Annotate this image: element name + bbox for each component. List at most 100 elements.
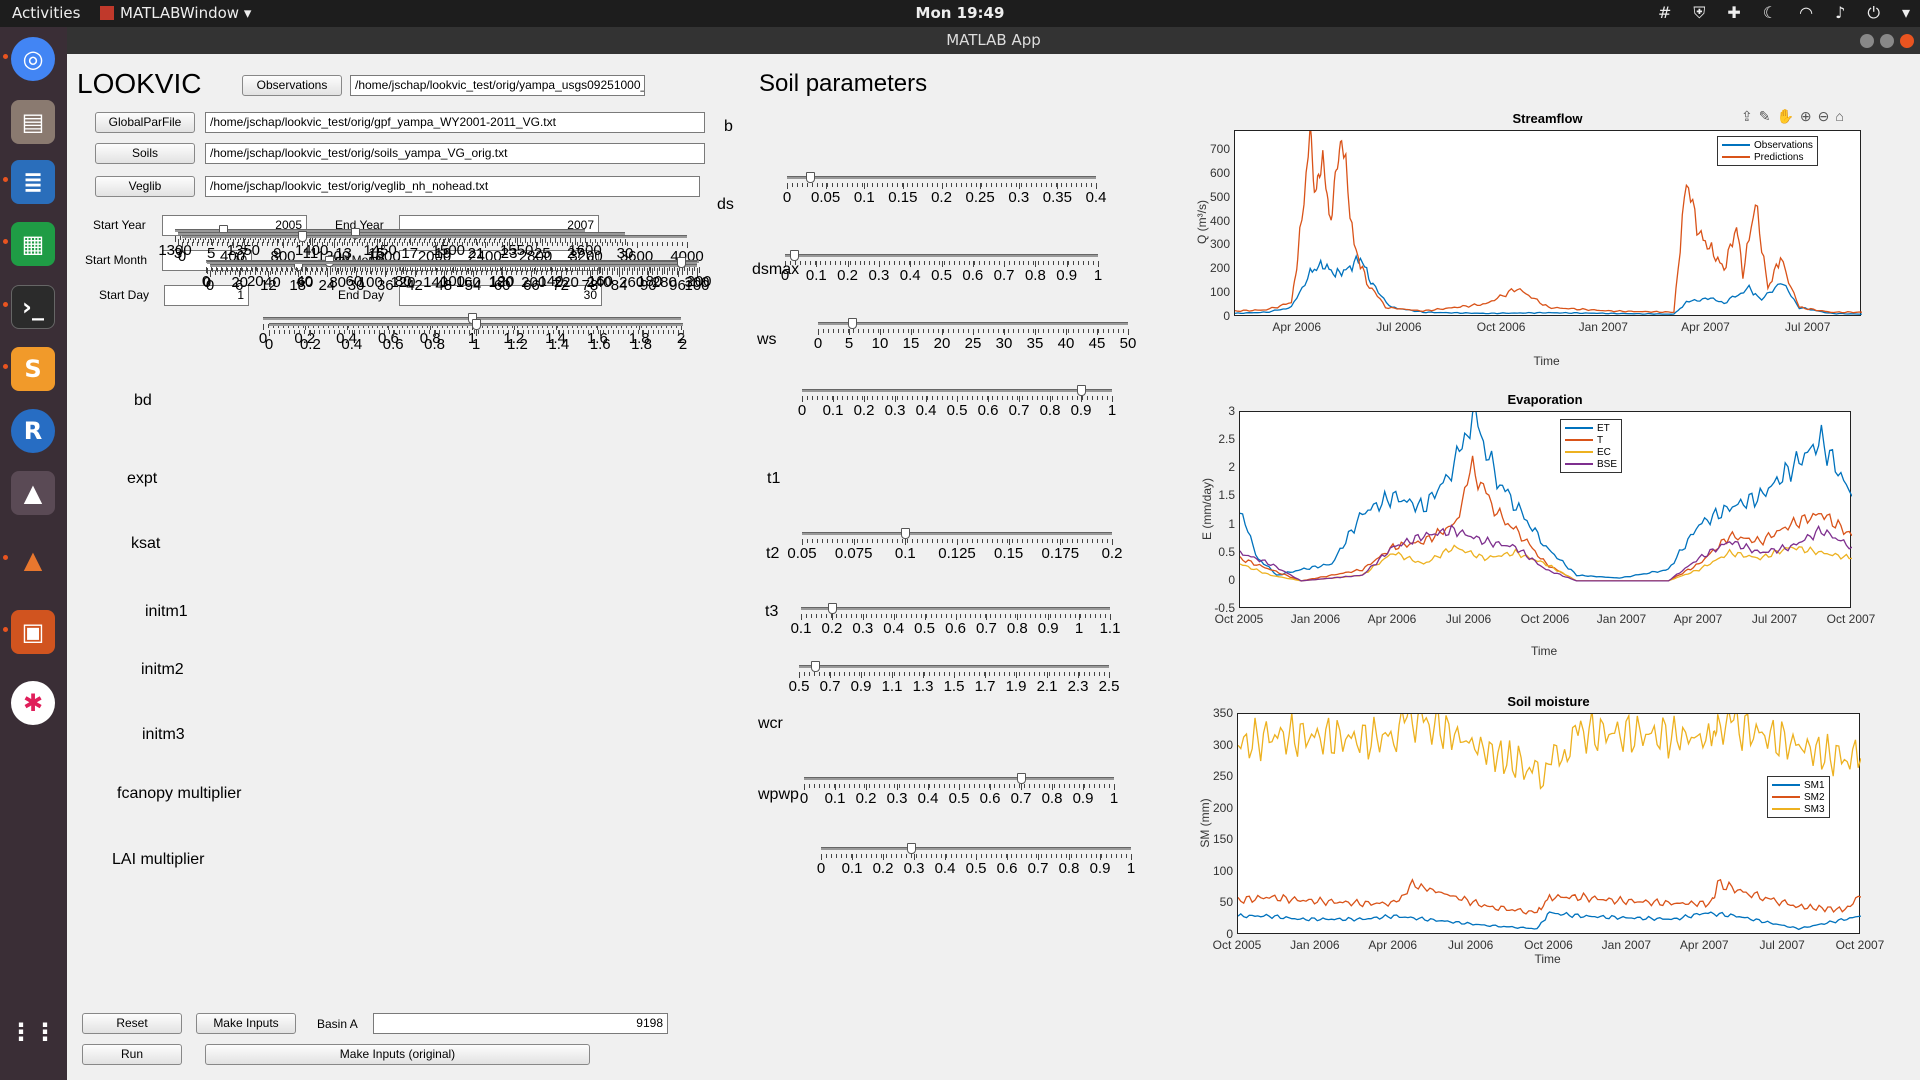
slider-track[interactable] — [802, 532, 1112, 535]
chevron-down-icon[interactable]: ▾ — [1901, 3, 1910, 22]
slack-icon[interactable]: ✱ — [11, 681, 55, 725]
r-icon[interactable]: R — [11, 409, 55, 453]
end-day-field[interactable]: 30 — [399, 285, 602, 306]
slider-thumb-t3[interactable] — [810, 661, 820, 672]
calc-icon[interactable]: ▦ — [11, 222, 55, 266]
veglib-path-field[interactable]: /home/jschap/lookvic_test/orig/veglib_nh… — [205, 176, 700, 197]
slider-thumb-lai[interactable] — [472, 319, 481, 330]
x-tick-label: Oct 2006 — [1524, 938, 1573, 952]
slider-tick-label: 1.8 — [628, 330, 650, 347]
slider-wpwp[interactable]: 0 0.1 0.2 0.3 0.4 0.5 0.6 0.7 0.8 0.9 1 — [817, 843, 1135, 881]
files-icon[interactable]: ▤ — [11, 100, 55, 144]
slider-thumb-ws[interactable] — [1077, 385, 1086, 396]
chart-legend[interactable]: SM1 SM2 SM3 — [1767, 776, 1830, 818]
system-tray[interactable]: # ⛨ ✚ ☾ ◠ ♪ ⏻ ▾ — [1658, 3, 1910, 23]
slider-major-tick — [799, 672, 800, 678]
axes-toolbar[interactable]: ⇪ ✎ ✋ ⊕ ⊖ ⌂ — [1741, 108, 1844, 125]
close-button[interactable] — [1900, 34, 1914, 48]
zoom-in-icon[interactable]: ⊕ — [1799, 108, 1812, 124]
slider-lai[interactable]: 0 0.2 0.4 0.6 0.8 1 1.2 1.4 1.6 1.8 2 — [265, 319, 687, 357]
power-icon[interactable]: ⏻ — [1867, 3, 1880, 22]
slider-expt[interactable]: 3 5 7 9 11 13 15 17 19 21 23 25 27 30 — [174, 228, 633, 266]
slider-initm3[interactable]: 0 20 40 60 80 100 120 140 160 180 200 220 240 260 280 3… — [203, 257, 710, 295]
slider-track[interactable] — [207, 261, 697, 264]
export-icon[interactable]: ⇪ — [1741, 108, 1753, 124]
slider-wcr[interactable]: 0 0.1 0.2 0.3 0.4 0.5 0.6 0.7 0.8 0.9 1 — [800, 773, 1118, 811]
slider-thumb-ksat[interactable] — [297, 231, 307, 242]
slider-t2[interactable]: 0.1 0.2 0.3 0.4 0.5 0.6 0.7 0.8 0.9 1 1.1 — [791, 603, 1120, 641]
slider-thumb-wpwp[interactable] — [906, 843, 916, 854]
brush-icon[interactable]: ✎ — [1758, 108, 1771, 124]
chart-legend[interactable]: Observations Predictions — [1717, 136, 1818, 166]
slider-track[interactable] — [175, 229, 585, 232]
matlab-icon[interactable]: ▲ — [11, 471, 55, 515]
slider-thumb-b[interactable] — [806, 172, 816, 183]
slider-track[interactable] — [799, 665, 1109, 668]
home-icon[interactable]: ⌂ — [1835, 108, 1844, 124]
slider-track[interactable] — [785, 254, 1098, 257]
basin-field[interactable]: 9198 — [373, 1013, 668, 1034]
maximize-button[interactable] — [1880, 34, 1894, 48]
night-light-icon[interactable]: ☾ — [1762, 3, 1778, 22]
impress-icon[interactable]: ▣ — [11, 610, 55, 654]
slider-fcanopy[interactable]: 0 0.2 0.4 0.6 0.8 1 1.2 1.4 1.6 1.8 2 — [259, 313, 685, 351]
chart-axes-1[interactable] — [1239, 403, 1853, 608]
slider-t1[interactable]: 0.05 0.075 0.1 0.125 0.15 0.175 0.2 — [787, 528, 1122, 566]
observations-button[interactable]: Observations — [242, 75, 342, 96]
slider-thumb-t2[interactable] — [827, 603, 837, 614]
chart-axes-2[interactable] — [1237, 701, 1862, 934]
slider-track[interactable] — [787, 176, 1096, 179]
app-menu[interactable]: MATLABWindow ▾ — [100, 4, 251, 22]
matlab2-icon[interactable]: ▲ — [23, 546, 43, 574]
slider-thumb-initm3[interactable] — [676, 257, 686, 268]
slider-ws[interactable]: 0 0.1 0.2 0.3 0.4 0.5 0.6 0.7 0.8 0.9 1 — [798, 385, 1116, 423]
make-inputs-original-button[interactable]: Make Inputs (original) — [205, 1044, 590, 1065]
slider-track[interactable] — [178, 232, 625, 235]
start-day-field[interactable]: 1 — [164, 285, 249, 306]
run-button[interactable]: Run — [82, 1044, 182, 1065]
slack-tray-icon[interactable]: # — [1657, 3, 1672, 22]
reset-button[interactable]: Reset — [82, 1013, 182, 1034]
wifi-icon[interactable]: ◠ — [1799, 3, 1814, 22]
shield-icon[interactable]: ⛨ — [1693, 3, 1706, 22]
soils-button[interactable]: Soils — [95, 143, 195, 164]
slider-track[interactable] — [802, 389, 1112, 392]
activities-button[interactable]: Activities — [12, 4, 81, 22]
observations-path-field[interactable]: /home/jschap/lookvic_test/orig/yampa_usg… — [350, 75, 645, 96]
volume-icon[interactable]: ♪ — [1835, 3, 1846, 22]
plus-icon[interactable]: ✚ — [1727, 3, 1741, 22]
chrome-icon[interactable]: ◎ — [11, 37, 55, 81]
slider-thumb-dsmax[interactable] — [848, 318, 858, 329]
slider-track[interactable] — [821, 847, 1131, 850]
globalparfile-path-field[interactable]: /home/jschap/lookvic_test/orig/gpf_yampa… — [205, 112, 705, 133]
terminal-icon[interactable]: ›_ — [11, 285, 55, 329]
make-inputs-button[interactable]: Make Inputs — [196, 1013, 296, 1034]
sublime-icon[interactable]: S — [11, 347, 55, 391]
pan-icon[interactable]: ✋ — [1776, 108, 1794, 124]
slider-track[interactable] — [182, 235, 687, 238]
slider-thumb-wcr[interactable] — [1017, 773, 1026, 784]
slider-initm1[interactable]: 0 6 12 18 24 30 36 42 48 54 60 66 72 78 84 90 96 100 — [206, 260, 710, 298]
slider-thumb-expt[interactable] — [351, 228, 361, 239]
veglib-button[interactable]: Veglib — [95, 176, 195, 197]
slider-b[interactable]: 0 0.05 0.1 0.15 0.2 0.25 0.3 0.35 0.4 — [783, 172, 1106, 210]
minimize-button[interactable] — [1860, 34, 1874, 48]
slider-track[interactable] — [801, 607, 1110, 610]
slider-track[interactable] — [818, 322, 1128, 325]
slider-t3[interactable]: 0.5 0.7 0.9 1.1 1.3 1.5 1.7 1.9 2.1 2.3 2.5 — [789, 661, 1119, 699]
zoom-out-icon[interactable]: ⊖ — [1817, 108, 1830, 124]
slider-dsmax[interactable]: 0 5 10 15 20 25 30 35 40 45 50 — [814, 318, 1136, 356]
slider-thumb-t1[interactable] — [901, 528, 911, 539]
writer-icon[interactable]: ≣ — [11, 160, 55, 204]
soils-path-field[interactable]: /home/jschap/lookvic_test/orig/soils_yam… — [205, 143, 705, 164]
slider-tick — [365, 271, 367, 275]
chart-legend[interactable]: ET T EC BSE — [1560, 419, 1623, 473]
show-apps-icon[interactable]: ⋮⋮ — [9, 1018, 57, 1046]
globalparfile-button[interactable]: GlobalParFile — [95, 112, 195, 133]
slider-ds[interactable]: 0 0.1 0.2 0.3 0.4 0.5 0.6 0.7 0.8 0.9 1 — [781, 250, 1102, 288]
slider-thumb-ds[interactable] — [790, 250, 800, 261]
clock[interactable]: Mon 19:49 — [915, 4, 1005, 22]
slider-tick — [796, 183, 798, 187]
slider-track[interactable] — [804, 777, 1114, 780]
slider-track[interactable] — [210, 264, 697, 267]
